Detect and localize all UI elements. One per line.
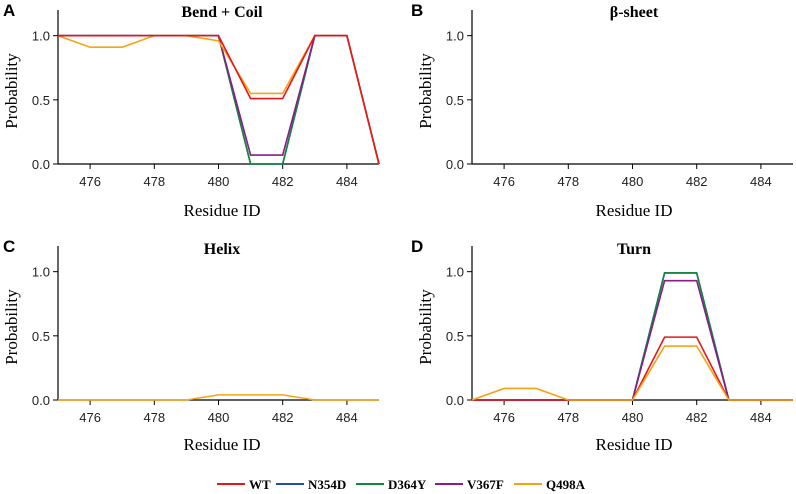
series-line-a-v367f [58, 34, 380, 165]
x-tick-label-d-3: 482 [686, 410, 708, 425]
series-line-d-n354d [472, 272, 793, 401]
y-tick-label-d-2: 1.0 [446, 265, 464, 280]
legend-label-v367f: V367F [467, 477, 504, 492]
series-line-d-q498a [471, 345, 793, 401]
x-tick-label-c-0: 476 [79, 410, 101, 425]
y-tick-label-c-0: 0.0 [32, 393, 50, 408]
y-tick-label-d-0: 0.0 [446, 393, 464, 408]
series-line-d-v367f [472, 279, 793, 401]
x-tick-label-d-0: 476 [493, 410, 515, 425]
series-line-d-d364y [472, 272, 793, 401]
y-tick-label-a-0: 0.0 [32, 157, 50, 172]
y-tick-label-b-0: 0.0 [446, 157, 464, 172]
y-tick-label-c-1: 0.5 [32, 329, 50, 344]
x-tick-label-c-2: 480 [208, 410, 230, 425]
legend-label-q498a: Q498A [546, 477, 586, 492]
x-axis-label-c: Residue ID [184, 435, 261, 454]
panel-letter-b: B [411, 1, 423, 20]
panel-letter-a: A [3, 1, 15, 20]
legend-item-q498a: Q498A [514, 477, 586, 492]
x-tick-label-b-1: 478 [557, 174, 579, 189]
x-axis-label-b: Residue ID [596, 201, 673, 220]
panel-letter-d: D [411, 237, 423, 256]
x-tick-label-c-4: 484 [336, 410, 358, 425]
panel-title-a: Bend + Coil [181, 4, 263, 21]
panel-title-d: Turn [617, 241, 651, 258]
panel-letter-c: C [3, 237, 15, 256]
legend-item-d364y: D364Y [356, 477, 427, 492]
x-tick-label-b-4: 484 [750, 174, 772, 189]
panel-title-c: Helix [204, 241, 240, 258]
legend-item-n354d: N354D [276, 477, 346, 492]
legend-label-wt: WT [249, 477, 271, 492]
x-tick-label-a-4: 484 [336, 174, 358, 189]
y-tick-label-d-1: 0.5 [446, 329, 464, 344]
x-tick-label-a-2: 480 [208, 174, 230, 189]
series-line-a-q498a [57, 34, 380, 165]
legend: WT N354D D364Y V367F Q498A [217, 477, 586, 492]
x-tick-label-c-3: 482 [272, 410, 294, 425]
x-tick-label-c-1: 478 [143, 410, 165, 425]
legend-item-v367f: V367F [435, 477, 504, 492]
series-line-a-d364y [58, 34, 380, 165]
y-axis-label-c: Probability [2, 289, 21, 365]
x-axis-label-d: Residue ID [596, 435, 673, 454]
x-tick-label-a-3: 482 [272, 174, 294, 189]
x-tick-label-d-4: 484 [750, 410, 772, 425]
y-axis-label-b: Probability [416, 53, 435, 129]
series-line-c-q498a [58, 394, 379, 401]
y-axis-label-a: Probability [2, 53, 21, 129]
legend-label-n354d: N354D [308, 477, 346, 492]
y-tick-label-a-1: 0.5 [32, 93, 50, 108]
x-tick-label-d-1: 478 [557, 410, 579, 425]
x-tick-label-a-1: 478 [143, 174, 165, 189]
panel-c: C Helix Residue ID Probability 0.0 0.5 1.0… [2, 237, 379, 454]
x-axis-label-a: Residue ID [184, 201, 261, 220]
panel-b: B β-sheet Residue ID Probability 0.0 0.5 1… [411, 1, 793, 220]
series-line-d-wt [472, 336, 793, 401]
y-axis-label-d: Probability [416, 289, 435, 365]
x-tick-label-b-2: 480 [622, 174, 644, 189]
x-tick-label-a-0: 476 [79, 174, 101, 189]
panel-title-b: β-sheet [610, 4, 659, 21]
y-tick-label-a-2: 1.0 [32, 29, 50, 44]
x-tick-label-b-3: 482 [686, 174, 708, 189]
panel-d: D Turn Residue ID Probability 0.0 0.5 1.0 4… [411, 237, 793, 454]
x-tick-label-d-2: 480 [622, 410, 644, 425]
series-line-a-n354d [58, 34, 380, 165]
y-tick-label-b-2: 1.0 [446, 29, 464, 44]
legend-label-d364y: D364Y [388, 477, 427, 492]
y-tick-label-c-2: 1.0 [32, 265, 50, 280]
panel-a: A Bend + Coil Residue ID Probability 0.0… [2, 1, 380, 220]
series-line-a-wt [58, 34, 380, 165]
legend-item-wt: WT [217, 477, 271, 492]
x-tick-label-b-0: 476 [493, 174, 515, 189]
y-tick-label-b-1: 0.5 [446, 93, 464, 108]
